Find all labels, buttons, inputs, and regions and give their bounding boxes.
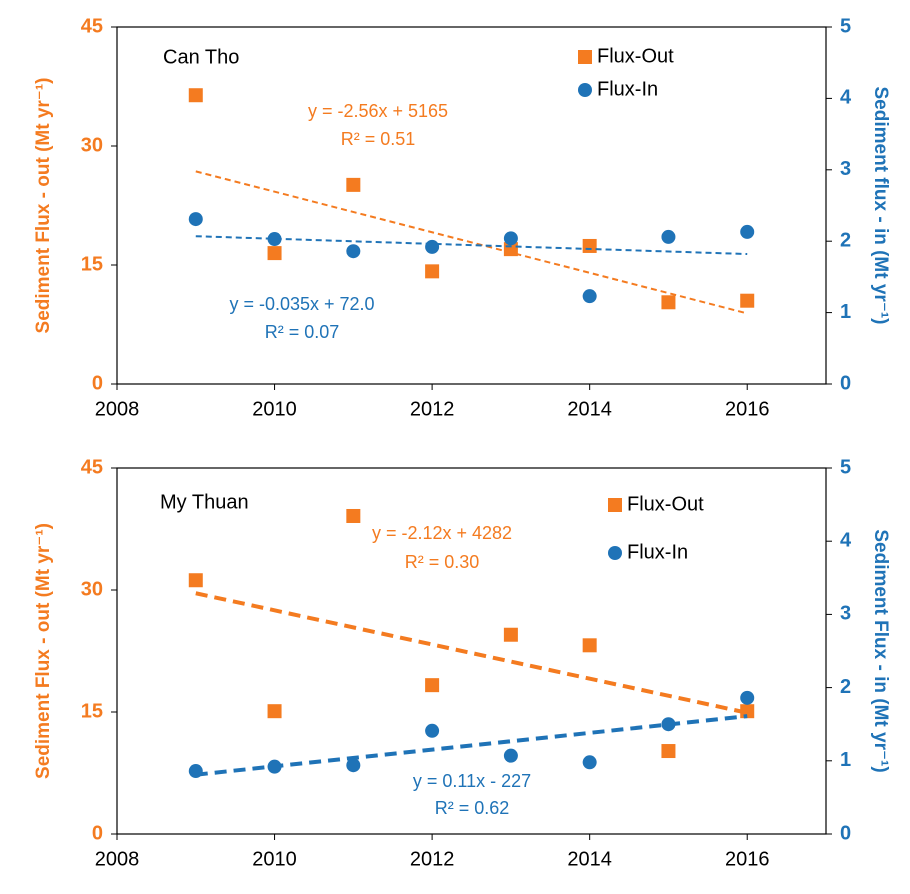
marker bbox=[661, 717, 676, 732]
x-tick-label: 2010 bbox=[252, 398, 297, 420]
annotation: y = -0.035x + 72.0 bbox=[229, 294, 374, 314]
marker bbox=[661, 295, 676, 310]
annotation: R² = 0.62 bbox=[435, 798, 510, 818]
legend-label: Flux-Out bbox=[627, 493, 704, 515]
marker bbox=[582, 238, 597, 253]
marker bbox=[425, 264, 440, 279]
y-axis-label: Sediment Flux - out (Mt yr⁻¹) bbox=[33, 78, 54, 334]
chart-title: My Thuan bbox=[160, 491, 249, 513]
y-tick-label: 0 bbox=[92, 372, 103, 394]
y2-tick-label: 2 bbox=[840, 676, 851, 698]
y-tick-label: 30 bbox=[81, 578, 103, 600]
plot-frame bbox=[116, 26, 827, 385]
y2-tick-label: 4 bbox=[840, 87, 852, 109]
x-tick-label: 2010 bbox=[252, 848, 297, 870]
marker bbox=[740, 690, 755, 705]
marker bbox=[503, 748, 518, 763]
trend-line bbox=[195, 714, 748, 777]
y2-tick-label: 3 bbox=[840, 603, 851, 625]
trend-line bbox=[195, 235, 748, 256]
marker bbox=[740, 704, 755, 719]
x-tick-label: 2012 bbox=[410, 848, 455, 870]
marker bbox=[503, 627, 518, 642]
y2-tick-label: 2 bbox=[840, 229, 851, 251]
plot-frame bbox=[116, 467, 827, 835]
marker bbox=[661, 744, 676, 759]
y-tick-label: 30 bbox=[81, 134, 103, 156]
marker bbox=[267, 759, 282, 774]
x-tick-label: 2016 bbox=[725, 398, 770, 420]
marker bbox=[188, 88, 203, 103]
marker bbox=[740, 293, 755, 308]
marker bbox=[346, 244, 361, 259]
y2-tick-label: 5 bbox=[840, 456, 851, 478]
y2-axis-label: Sediment Flux - in (Mt yr⁻¹) bbox=[870, 529, 891, 772]
trend-line bbox=[195, 591, 748, 715]
annotation: y = 0.11x - 227 bbox=[413, 771, 531, 791]
marker bbox=[346, 758, 361, 773]
y-tick-label: 15 bbox=[81, 700, 103, 722]
trend-line bbox=[195, 170, 748, 315]
x-tick-label: 2008 bbox=[95, 398, 140, 420]
marker bbox=[582, 289, 597, 304]
y2-tick-label: 1 bbox=[840, 749, 851, 771]
y2-tick-label: 0 bbox=[840, 372, 851, 394]
x-tick-label: 2014 bbox=[567, 398, 612, 420]
y2-tick-label: 4 bbox=[840, 529, 852, 551]
marker bbox=[578, 50, 592, 64]
marker bbox=[267, 704, 282, 719]
y2-tick-label: 0 bbox=[840, 822, 851, 844]
marker bbox=[582, 755, 597, 770]
legend-label: Flux-In bbox=[597, 78, 658, 100]
marker bbox=[425, 723, 440, 738]
y2-tick-label: 3 bbox=[840, 158, 851, 180]
x-tick-label: 2008 bbox=[95, 848, 140, 870]
annotation: y = -2.12x + 4282 bbox=[372, 523, 512, 543]
y-tick-label: 45 bbox=[81, 456, 103, 478]
legend-label: Flux-Out bbox=[597, 45, 674, 67]
y-axis-label: Sediment Flux - out (Mt yr⁻¹) bbox=[33, 523, 54, 779]
y2-tick-label: 5 bbox=[840, 15, 851, 37]
marker bbox=[188, 764, 203, 779]
y-tick-label: 0 bbox=[92, 822, 103, 844]
annotation: R² = 0.30 bbox=[405, 552, 480, 572]
marker bbox=[267, 232, 282, 247]
y2-axis-label: Sediment flux - in (Mt yr⁻¹) bbox=[870, 86, 891, 324]
x-tick-label: 2014 bbox=[567, 848, 612, 870]
marker bbox=[740, 224, 755, 239]
chart-title: Can Tho bbox=[163, 46, 239, 68]
marker bbox=[503, 231, 518, 246]
legend-label: Flux-In bbox=[627, 541, 688, 563]
marker bbox=[608, 498, 622, 512]
y-tick-label: 15 bbox=[81, 253, 103, 275]
marker bbox=[425, 239, 440, 254]
marker bbox=[346, 508, 361, 523]
annotation: y = -2.56x + 5165 bbox=[308, 101, 448, 121]
marker bbox=[608, 546, 622, 560]
marker bbox=[425, 678, 440, 693]
annotation: R² = 0.07 bbox=[265, 322, 340, 342]
marker bbox=[346, 177, 361, 192]
y2-tick-label: 1 bbox=[840, 301, 851, 323]
marker bbox=[267, 246, 282, 261]
x-tick-label: 2012 bbox=[410, 398, 455, 420]
x-tick-label: 2016 bbox=[725, 848, 770, 870]
marker bbox=[661, 229, 676, 244]
marker bbox=[582, 638, 597, 653]
y-tick-label: 45 bbox=[81, 15, 103, 37]
marker bbox=[578, 83, 592, 97]
annotation: R² = 0.51 bbox=[341, 129, 416, 149]
marker bbox=[188, 212, 203, 227]
marker bbox=[188, 573, 203, 588]
